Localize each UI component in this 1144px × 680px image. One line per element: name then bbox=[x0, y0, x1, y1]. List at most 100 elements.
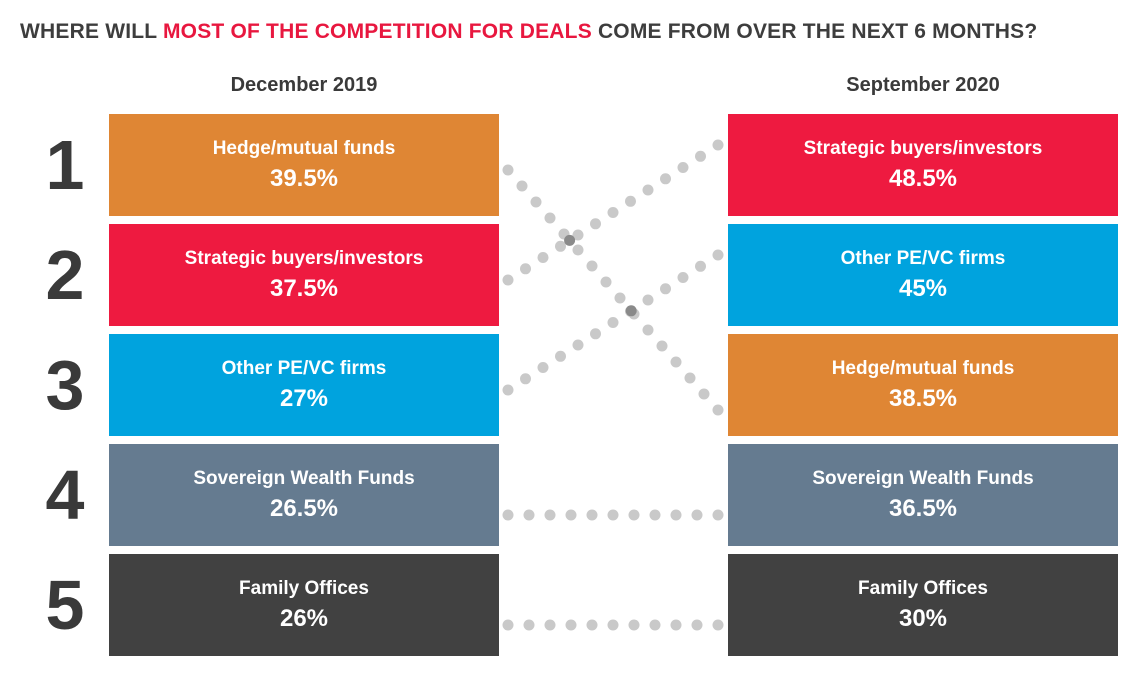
september-2020-box-hedge-mutual-funds: Hedge/mutual funds 38.5% bbox=[728, 334, 1118, 436]
connector-dot bbox=[649, 509, 661, 521]
connector-dot bbox=[555, 350, 566, 362]
connector-dot bbox=[607, 317, 619, 328]
connector-dot bbox=[649, 619, 661, 631]
connector-dot bbox=[660, 173, 671, 185]
connector-dot bbox=[544, 509, 556, 521]
column-header-december-2019: December 2019 bbox=[230, 74, 378, 96]
connector-dot bbox=[516, 180, 528, 192]
percentage-value: 26.5% bbox=[269, 494, 339, 522]
december-2019-box-other-pe-vc-firms: Other PE/VC firms 27% bbox=[109, 334, 499, 436]
connector-dot bbox=[572, 229, 584, 241]
connector-dot bbox=[660, 283, 671, 295]
connector-dot bbox=[565, 619, 577, 631]
connector-dot bbox=[698, 388, 710, 400]
percentage-value: 45% bbox=[898, 274, 948, 302]
connector-dot bbox=[586, 509, 598, 521]
connector-dot bbox=[544, 212, 556, 224]
connector-dot bbox=[502, 274, 514, 286]
connector-dot bbox=[572, 339, 584, 351]
connector-dot bbox=[695, 150, 706, 162]
percentage-value: 38.5% bbox=[888, 384, 958, 412]
rank-number-1: 1 bbox=[45, 126, 85, 204]
september-2020-box-sovereign-wealth-funds: Sovereign Wealth Funds 36.5% bbox=[728, 444, 1118, 546]
percentage-value: 48.5% bbox=[888, 164, 958, 192]
connector-dot bbox=[502, 164, 514, 176]
december-2019-box-family-offices: Family Offices 26% bbox=[109, 554, 499, 656]
connector-dot bbox=[520, 263, 531, 275]
connector-dot bbox=[684, 372, 696, 384]
connector-dot bbox=[523, 619, 535, 631]
connector-dot bbox=[530, 196, 542, 208]
connector-dot bbox=[712, 404, 724, 416]
connector-dot bbox=[670, 509, 682, 521]
connector-dot bbox=[670, 619, 682, 631]
connector-sovereign-wealth-funds bbox=[502, 509, 724, 521]
category-label: Sovereign Wealth Funds bbox=[812, 467, 1034, 489]
connector-dot bbox=[628, 509, 640, 521]
rank-number-5: 5 bbox=[45, 566, 85, 644]
connector-dot bbox=[628, 619, 640, 631]
december-2019-box-sovereign-wealth-funds: Sovereign Wealth Funds 26.5% bbox=[109, 444, 499, 546]
rank-number-3: 3 bbox=[45, 346, 85, 424]
connector-dot bbox=[607, 509, 619, 521]
connector-dot bbox=[670, 356, 682, 368]
connector-dot bbox=[677, 272, 689, 283]
connector-dot bbox=[607, 207, 619, 218]
connector-dot bbox=[712, 619, 724, 631]
title-part-2: COME FROM OVER THE NEXT 6 MONTHS? bbox=[591, 20, 1038, 43]
connector-dot bbox=[555, 240, 566, 252]
chart-title: WHERE WILL MOST OF THE COMPETITION FOR D… bbox=[20, 20, 1130, 44]
connector-dot bbox=[502, 619, 514, 631]
connector-dot bbox=[600, 276, 612, 288]
connector-dot bbox=[691, 509, 703, 521]
connector-dot bbox=[523, 509, 535, 521]
percentage-value: 37.5% bbox=[269, 274, 339, 302]
connector-dot bbox=[572, 244, 584, 256]
category-label: Sovereign Wealth Funds bbox=[193, 467, 415, 489]
connector-dot bbox=[537, 362, 549, 373]
connector-crossing-dot bbox=[564, 234, 576, 246]
december-2019-box-hedge-mutual-funds: Hedge/mutual funds 39.5% bbox=[109, 114, 499, 216]
connector-dot bbox=[502, 509, 514, 521]
connector-dot bbox=[607, 619, 619, 631]
percentage-value: 26% bbox=[279, 604, 329, 632]
title-part-1: WHERE WILL bbox=[20, 20, 163, 43]
connector-dot bbox=[625, 195, 636, 207]
september-2020-box-strategic-buyers-investors: Strategic buyers/investors 48.5% bbox=[728, 114, 1118, 216]
connector-dot bbox=[642, 294, 654, 306]
connector-dot bbox=[642, 184, 654, 196]
connector-dot bbox=[712, 509, 724, 521]
rank-number-4: 4 bbox=[45, 456, 85, 534]
connector-dot bbox=[544, 619, 556, 631]
connector-dot bbox=[642, 324, 654, 336]
category-label: Hedge/mutual funds bbox=[212, 137, 396, 159]
connector-hedge-mutual-funds bbox=[502, 164, 724, 416]
rank-number-2: 2 bbox=[45, 236, 85, 314]
category-label: Other PE/VC firms bbox=[840, 247, 1006, 269]
category-label: Hedge/mutual funds bbox=[831, 357, 1015, 379]
category-label: Family Offices bbox=[858, 577, 988, 599]
december-2019-box-strategic-buyers-investors: Strategic buyers/investors 37.5% bbox=[109, 224, 499, 326]
category-label: Family Offices bbox=[239, 577, 369, 599]
connector-dot bbox=[614, 292, 626, 304]
connector-dot bbox=[656, 340, 668, 352]
percentage-value: 36.5% bbox=[888, 494, 958, 522]
connector-family-offices bbox=[502, 619, 724, 631]
connector-dot bbox=[712, 139, 724, 151]
connector-dot bbox=[590, 328, 601, 340]
connector-dot bbox=[565, 509, 577, 521]
connector-dot bbox=[712, 249, 724, 261]
percentage-value: 30% bbox=[898, 604, 948, 632]
connector-dot bbox=[586, 619, 598, 631]
title-highlight: MOST OF THE COMPETITION FOR DEALS bbox=[162, 20, 592, 43]
connector-dot bbox=[677, 162, 689, 173]
connector-dot bbox=[590, 218, 601, 230]
connector-dot bbox=[695, 260, 706, 272]
connector-crossing-dot bbox=[625, 305, 637, 317]
connector-dot bbox=[691, 619, 703, 631]
connector-strategic-buyers-investors bbox=[502, 139, 724, 286]
category-label: Strategic buyers/investors bbox=[803, 137, 1043, 159]
connector-other-pe-vc-firms bbox=[502, 249, 724, 396]
september-2020-box-family-offices: Family Offices 30% bbox=[728, 554, 1118, 656]
